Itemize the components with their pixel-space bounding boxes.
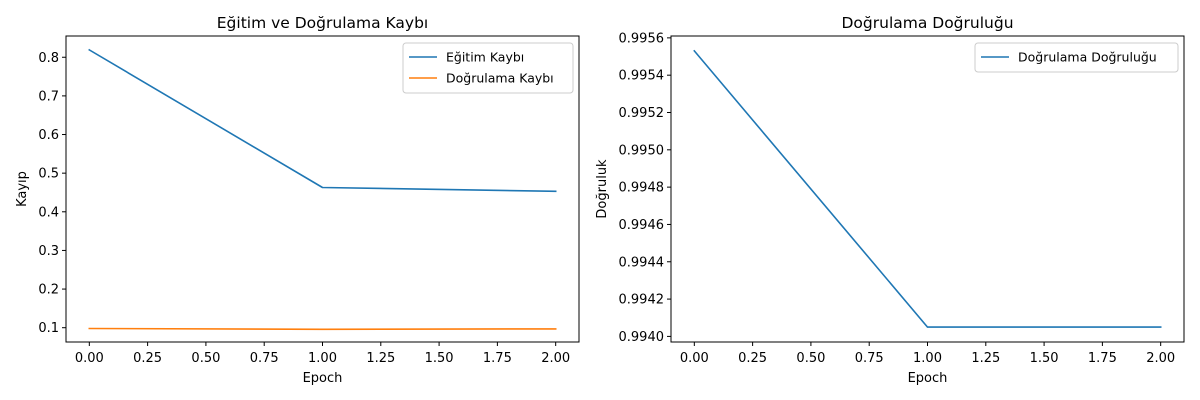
- x-axis-label: Epoch: [908, 371, 948, 386]
- y-tick-label: 0.8: [38, 51, 59, 66]
- chart-title: Eğitim ve Doğrulama Kaybı: [217, 14, 428, 32]
- chart-1: Eğitim ve Doğrulama Kaybı 0.00 0.25 0.50 0.7…: [15, 14, 580, 386]
- series-line-1: [88, 48, 557, 193]
- x-tick-label: 1.00: [913, 351, 942, 366]
- x-tick-label: 1.50: [1030, 351, 1059, 366]
- x-tick-label: 1.25: [366, 351, 395, 366]
- legend: Eğitim Kaybı Doğrulama Kaybı: [402, 42, 574, 94]
- x-tick-label: 0.00: [680, 351, 709, 366]
- x-axis-label: Epoch: [303, 371, 343, 386]
- x-tick-label: 0.50: [191, 351, 220, 366]
- y-tick-label: 0.7: [38, 89, 59, 104]
- legend-label: Eğitim Kaybı: [446, 50, 524, 65]
- y-tick-label: 0.3: [38, 244, 59, 259]
- y-axis-label: Kayıp: [15, 171, 30, 207]
- x-tick-label: 1.75: [483, 351, 512, 366]
- y-tick-label: 0.9940: [619, 330, 665, 345]
- chart-2: Doğrulama Doğruluğu 0.00 0.25 0.50 0.75 1.00 1…: [595, 14, 1185, 386]
- x-tick-label: 0.00: [75, 351, 104, 366]
- x-tick-label: 1.25: [971, 351, 1000, 366]
- y-tick-label: 0.9954: [619, 69, 665, 84]
- y-tick-label: 0.5: [38, 167, 59, 182]
- series-line-2: [88, 327, 557, 331]
- y-tick-label: 0.4: [38, 205, 59, 220]
- plot-frame: [65, 35, 580, 343]
- y-tick-label: 0.9944: [619, 255, 665, 270]
- legend-box: [974, 42, 1179, 73]
- series-line-1: [693, 49, 1162, 328]
- y-tick-label: 0.2: [38, 283, 59, 298]
- plot-frame: [670, 35, 1185, 343]
- legend-label: Doğrulama Kaybı: [446, 71, 554, 86]
- legend: Doğrulama Doğruluğu: [974, 42, 1179, 73]
- y-tick-label: 0.1: [38, 321, 59, 336]
- legend-box: [402, 42, 574, 94]
- x-tick-label: 0.75: [855, 351, 884, 366]
- x-tick-label: 0.75: [250, 351, 279, 366]
- x-tick-label: 0.50: [796, 351, 825, 366]
- x-tick-label: 1.00: [308, 351, 337, 366]
- x-tick-label: 0.25: [133, 351, 162, 366]
- y-tick-label: 0.9948: [619, 181, 665, 196]
- y-tick-label: 0.6: [38, 128, 59, 143]
- y-tick-label: 0.9956: [619, 31, 665, 46]
- legend-label: Doğrulama Doğruluğu: [1018, 50, 1157, 65]
- x-tick-label: 2.00: [541, 351, 570, 366]
- x-tick-label: 1.50: [425, 351, 454, 366]
- chart-title: Doğrulama Doğruluğu: [841, 14, 1013, 32]
- y-tick-label: 0.9952: [619, 106, 665, 121]
- y-tick-label: 0.9942: [619, 293, 665, 308]
- y-tick-label: 0.9950: [619, 143, 665, 158]
- y-axis-label: Doğruluk: [595, 159, 610, 219]
- y-tick-label: 0.9946: [619, 218, 665, 233]
- x-tick-label: 2.00: [1146, 351, 1175, 366]
- x-tick-label: 1.75: [1088, 351, 1117, 366]
- x-tick-label: 0.25: [738, 351, 767, 366]
